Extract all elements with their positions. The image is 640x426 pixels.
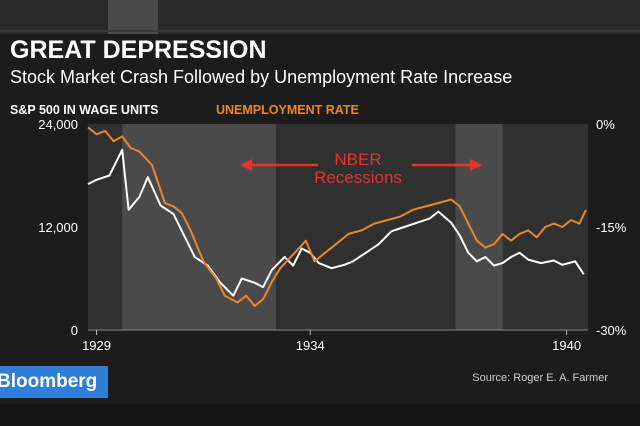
annotation-arrowhead-right <box>470 159 482 171</box>
x-tick-label: 1940 <box>552 338 581 353</box>
series-line-unemployment <box>87 126 587 307</box>
top-bar-stripe <box>108 0 158 34</box>
right-tick-label: -15% <box>596 220 627 235</box>
series-lines <box>87 126 587 307</box>
x-axis-ticks: 1929 1934 1940 <box>82 330 581 353</box>
right-axis-ticks: 0% -15% -30% <box>596 118 627 338</box>
chart-headline: GREAT DEPRESSION <box>10 36 267 64</box>
annotation-line-2: Recessions <box>314 168 402 187</box>
source-note: Source: Roger E. A. Farmer <box>472 372 608 384</box>
recession-band-1 <box>122 124 277 330</box>
left-tick-label: 24,000 <box>38 118 78 132</box>
top-bar-divider <box>0 30 640 32</box>
chart-subhead: Stock Market Crash Followed by Unemploym… <box>10 67 513 87</box>
nber-annotation: NBER Recessions <box>240 150 482 187</box>
series-line-sp500 <box>87 148 585 297</box>
right-tick-label: -30% <box>596 323 627 338</box>
x-tick-label: 1929 <box>82 338 111 353</box>
top-bar <box>0 0 640 34</box>
bottom-bar <box>0 404 640 426</box>
annotation-line-1: NBER <box>334 150 381 169</box>
legend-sp500: S&P 500 IN WAGE UNITS <box>10 103 159 117</box>
right-tick-label: 0% <box>596 118 615 132</box>
left-tick-label: 0 <box>71 323 78 338</box>
left-tick-label: 12,000 <box>38 220 78 235</box>
left-axis-ticks: 24,000 12,000 0 <box>38 118 78 338</box>
recession-bands <box>122 124 503 330</box>
legend-unemployment: UNEMPLOYMENT RATE <box>216 103 359 117</box>
annotation-arrowhead-left <box>240 159 252 171</box>
bloomberg-logo: Bloomberg <box>0 366 108 398</box>
line-chart: 24,000 12,000 0 0% -15% -30% 1929 1934 1940 NB… <box>38 118 627 353</box>
x-tick-label: 1934 <box>296 338 325 353</box>
recession-band-2 <box>455 124 503 330</box>
